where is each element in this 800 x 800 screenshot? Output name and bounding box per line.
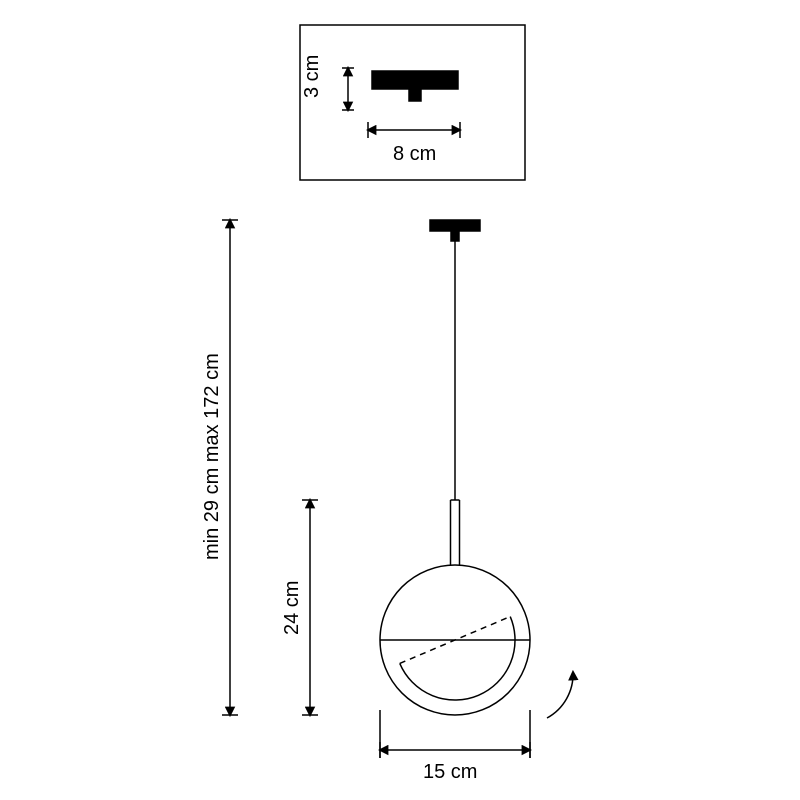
rotation-arrow-icon — [547, 672, 573, 718]
dimension-diagram: 3 cm 8 cm min 29 cm max 172 cm 24 cm 15 cm — [0, 0, 800, 800]
ceiling-mount — [430, 220, 480, 231]
globe-width-label: 15 cm — [423, 761, 477, 783]
svg-text:8 cm: 8 cm — [393, 143, 436, 165]
lamp-height-label: 24 cm — [281, 581, 303, 635]
total-height-label: min 29 cm max 172 cm — [201, 353, 223, 560]
inset-mount-stem — [409, 89, 421, 101]
globe-inner-arc — [400, 617, 515, 700]
inset-mount-body — [372, 71, 458, 89]
ceiling-mount-stem — [451, 231, 459, 241]
inset-height-label: 3 cm — [301, 55, 323, 98]
